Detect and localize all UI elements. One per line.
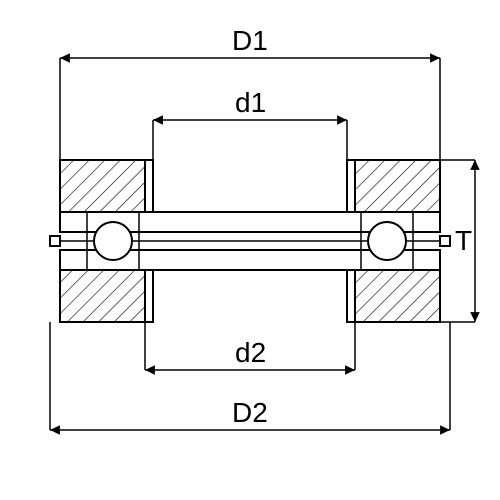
dim-label: D2: [232, 397, 268, 428]
dim-label: d1: [235, 87, 266, 118]
dim-label: T: [455, 225, 472, 256]
dim-label: d2: [235, 337, 266, 368]
dim-label: D1: [232, 25, 268, 56]
